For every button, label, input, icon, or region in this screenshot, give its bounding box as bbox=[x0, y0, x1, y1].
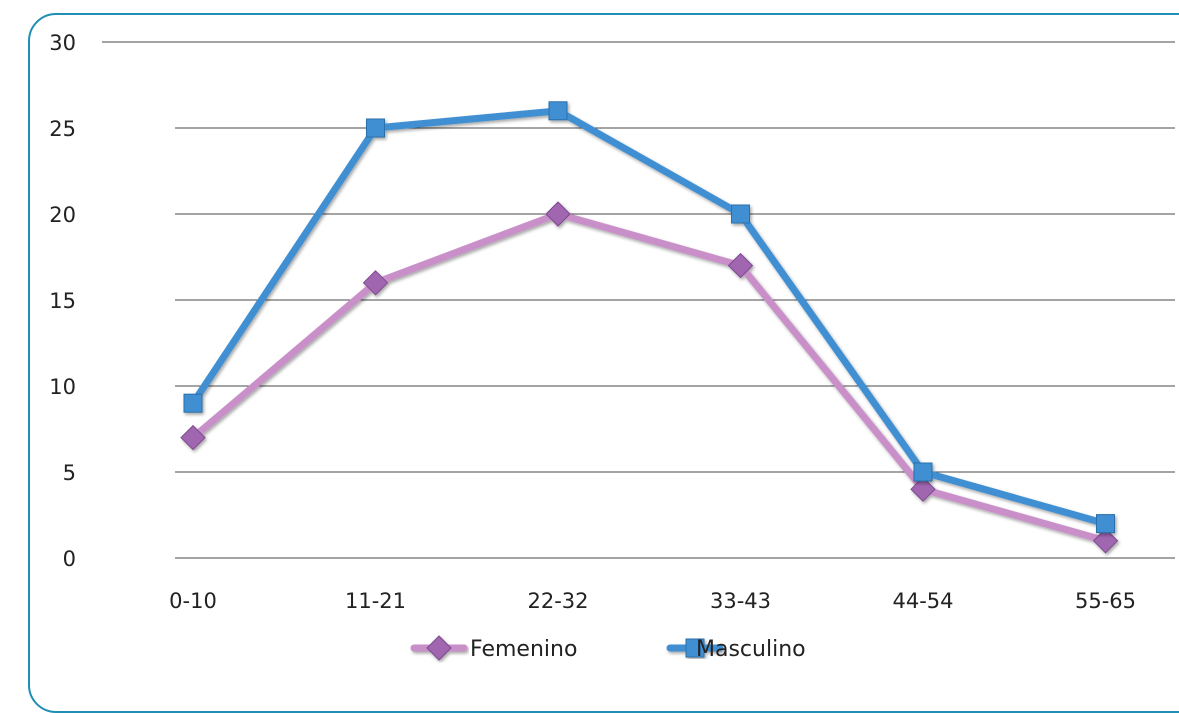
data-point bbox=[366, 118, 385, 138]
line-chart: 0 5 10 15 20 25 30 0-10 11-21 22-32 33-43 44-54 55-… bbox=[49, 31, 1175, 662]
series-line bbox=[189, 107, 1109, 528]
y-axis-tick-labels: 0 5 10 15 20 25 30 bbox=[49, 31, 76, 571]
x-tick-label: 44-54 bbox=[892, 589, 953, 613]
legend-label: Masculino bbox=[696, 637, 806, 662]
data-point bbox=[362, 270, 389, 296]
data-point bbox=[1092, 528, 1119, 554]
gridlines bbox=[102, 41, 1175, 559]
series-line bbox=[189, 210, 1109, 545]
x-tick-label: 11-21 bbox=[345, 589, 406, 613]
y-tick-label: 30 bbox=[49, 31, 76, 55]
legend-marker bbox=[685, 638, 705, 658]
data-point bbox=[731, 204, 750, 224]
data-point bbox=[548, 101, 568, 121]
legend: Femenino Masculino bbox=[410, 635, 806, 662]
x-tick-label: 22-32 bbox=[527, 589, 588, 613]
x-axis-tick-labels: 0-10 11-21 22-32 33-43 44-54 55-65 bbox=[169, 589, 1136, 613]
data-point bbox=[1096, 514, 1115, 534]
x-tick-label: 33-43 bbox=[710, 589, 771, 613]
x-tick-label: 55-65 bbox=[1075, 589, 1136, 613]
legend-item bbox=[666, 638, 724, 658]
x-tick-label: 0-10 bbox=[169, 589, 217, 613]
data-point bbox=[183, 393, 203, 413]
y-tick-label: 10 bbox=[49, 375, 76, 399]
series-femenino bbox=[180, 201, 1119, 554]
data-point bbox=[545, 201, 571, 227]
data-point bbox=[727, 252, 754, 279]
legend-marker bbox=[426, 635, 452, 661]
y-tick-label: 0 bbox=[63, 547, 76, 571]
data-point bbox=[910, 476, 936, 502]
series-layer bbox=[180, 101, 1119, 554]
data-point bbox=[180, 424, 206, 451]
legend-item bbox=[410, 635, 468, 661]
y-tick-label: 20 bbox=[49, 203, 76, 227]
y-tick-label: 5 bbox=[63, 461, 76, 485]
data-point bbox=[913, 462, 933, 482]
series-masculino bbox=[183, 101, 1115, 534]
legend-label: Femenino bbox=[470, 637, 577, 662]
y-tick-label: 15 bbox=[49, 289, 76, 313]
y-tick-label: 25 bbox=[49, 117, 76, 141]
